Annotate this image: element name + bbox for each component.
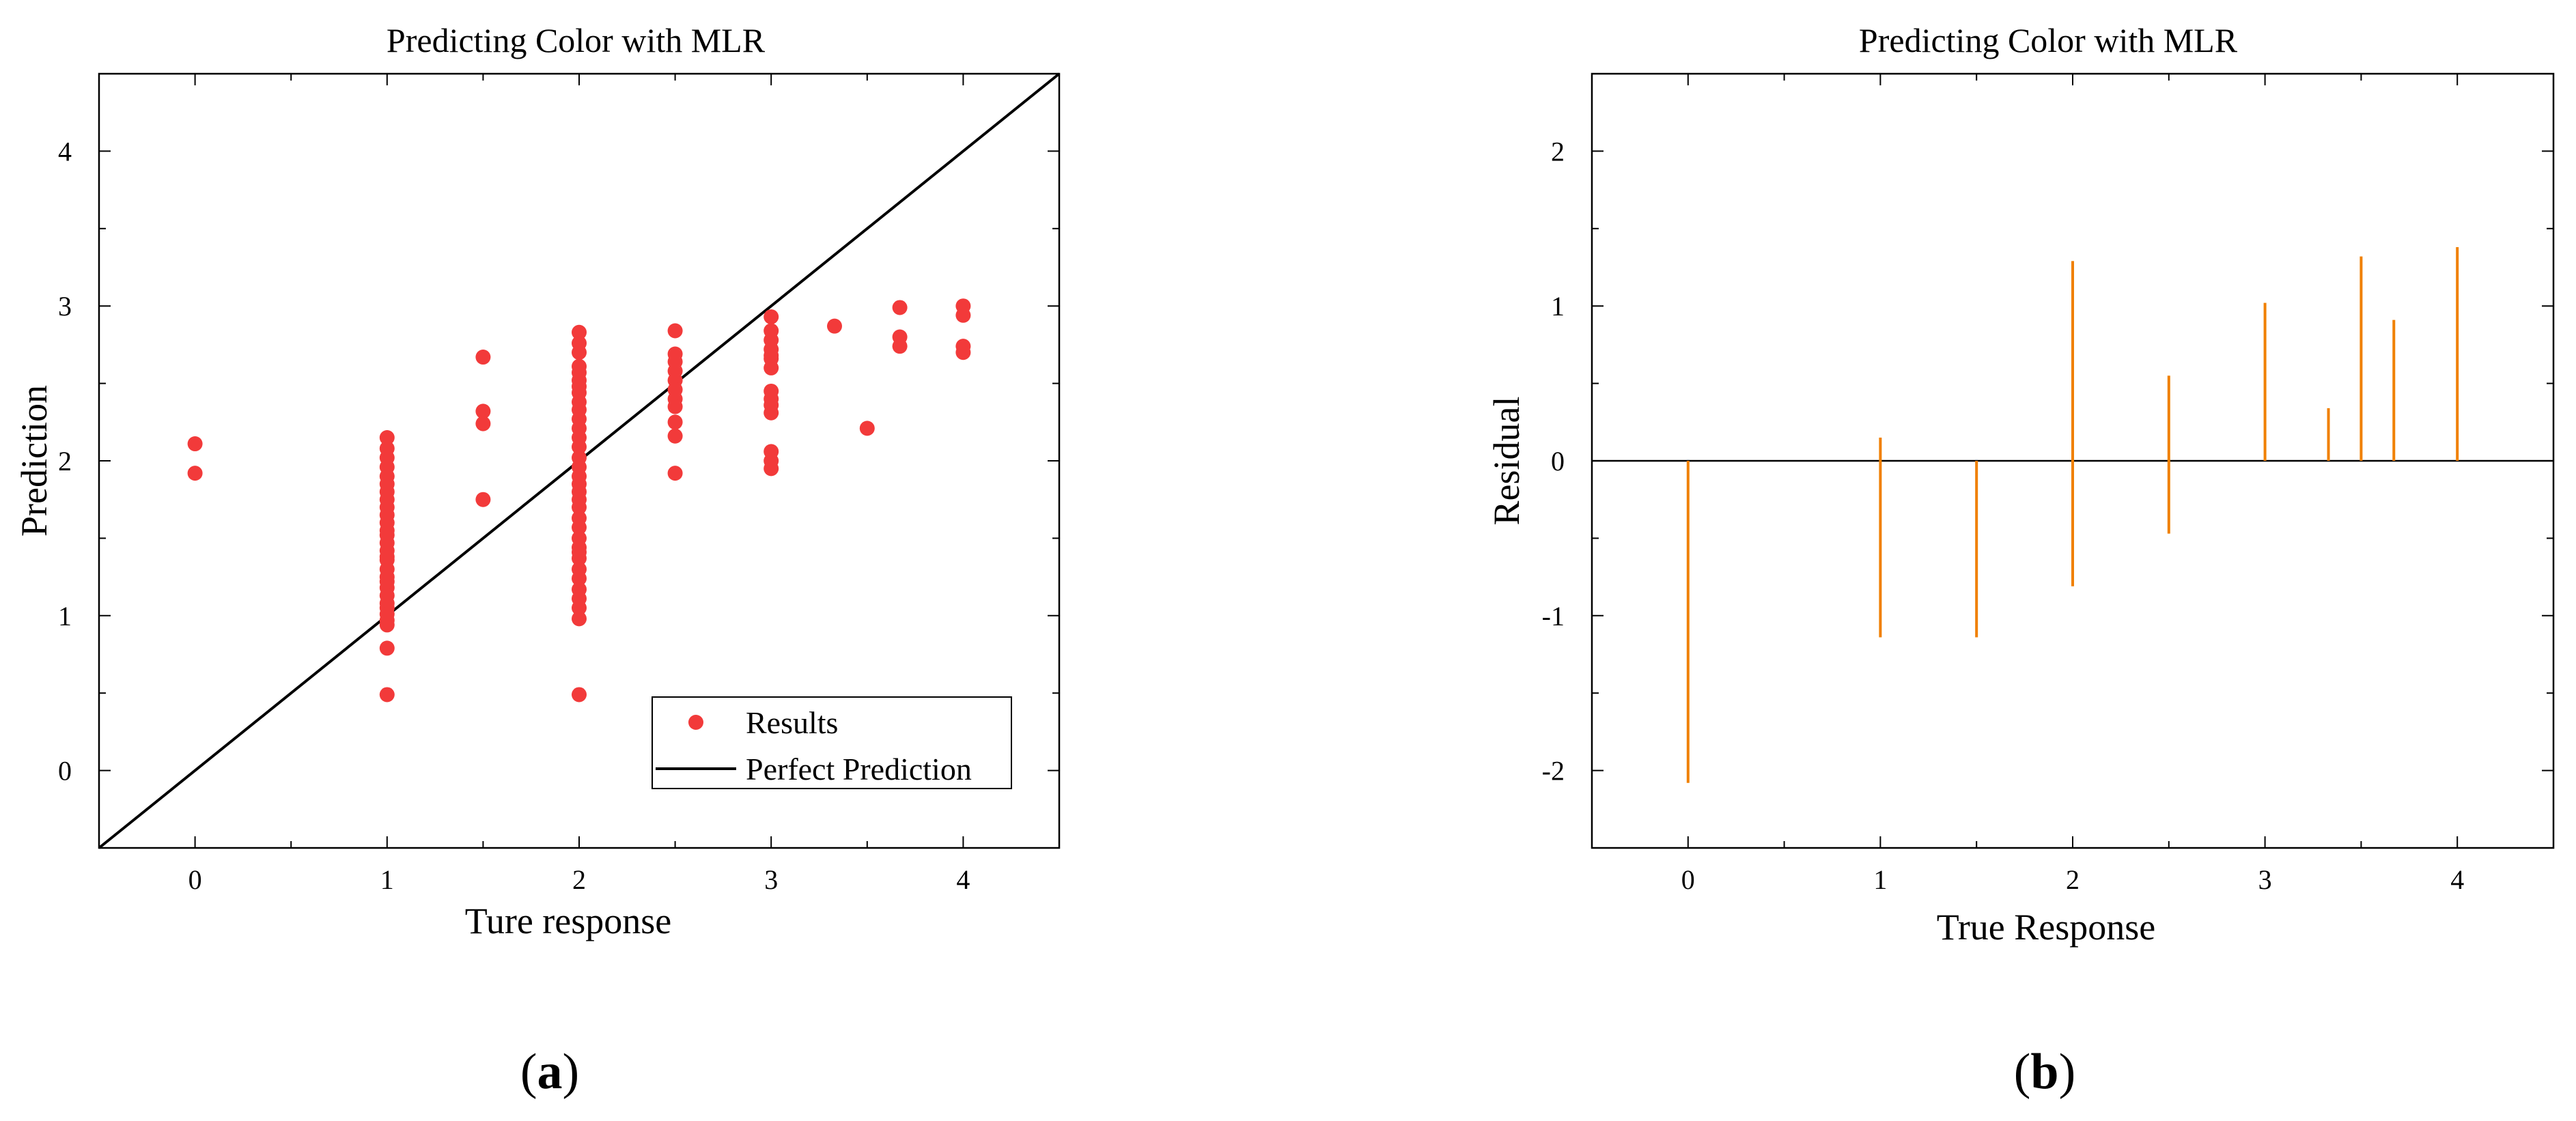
y-tick-label: 0 [58, 756, 72, 786]
result-point [187, 466, 203, 481]
panel-b-y-axis-label: Residual [1486, 397, 1527, 526]
panel-b-plot-area: 0 1 2 3 4 -2 -1 0 1 2 [1542, 72, 2555, 895]
y-tick-label: 3 [58, 291, 72, 322]
result-point [379, 523, 395, 539]
result-point [572, 365, 587, 380]
panel-a-plot-area: 0 1 2 3 4 0 1 2 3 4 [58, 72, 1061, 895]
result-point [379, 687, 395, 703]
legend-marker-results [688, 715, 703, 730]
result-point [475, 416, 491, 431]
result-point [667, 466, 683, 481]
panel-a-title: Predicting Color with MLR [387, 21, 766, 59]
legend-label-results: Results [746, 705, 838, 740]
result-point [667, 428, 683, 444]
result-point [572, 439, 587, 455]
x-tick-label: 0 [1681, 864, 1695, 895]
result-point [572, 611, 587, 627]
result-point [892, 339, 908, 354]
panel-a: Predicting Color with MLR Ture response … [14, 21, 1061, 1100]
panel-b: Predicting Color with MLR True Response … [1486, 21, 2555, 1100]
y-tick-label: 0 [1551, 446, 1565, 477]
result-point [572, 520, 587, 535]
panel-a-label: (a) [520, 1044, 579, 1100]
x-tick-label: 0 [188, 864, 202, 895]
y-tick-label: -1 [1542, 601, 1565, 632]
result-point [826, 318, 842, 334]
result-point [667, 323, 683, 339]
x-tick-label: 2 [572, 864, 586, 895]
panel-b-title: Predicting Color with MLR [1859, 21, 2238, 59]
x-tick-label: 4 [2450, 864, 2464, 895]
panel-a-y-axis-label: Prediction [14, 385, 55, 537]
x-tick-label: 4 [956, 864, 970, 895]
y-tick-label: 4 [58, 136, 72, 167]
y-tick-label: 1 [58, 601, 72, 632]
panel-b-x-axis-label: True Response [1937, 907, 2156, 948]
result-point [572, 345, 587, 360]
panel-a-legend: Results Perfect Prediction [652, 696, 1012, 789]
result-point [379, 640, 395, 656]
x-tick-label: 3 [2258, 864, 2272, 895]
result-point [475, 350, 491, 365]
result-point [572, 571, 587, 586]
result-point [379, 573, 395, 589]
x-tick-label: 1 [380, 864, 394, 895]
result-point [475, 492, 491, 507]
result-point [764, 347, 779, 363]
result-point [955, 307, 971, 323]
result-point [764, 461, 779, 477]
result-point [764, 360, 779, 375]
x-tick-label: 2 [2066, 864, 2080, 895]
y-tick-label: 1 [1551, 291, 1565, 322]
panel-a-x-axis-label: Ture response [465, 900, 671, 941]
panel-b-label: (b) [2014, 1044, 2075, 1100]
result-point [572, 600, 587, 616]
legend-label-perfect-prediction: Perfect Prediction [746, 752, 972, 786]
result-point [892, 300, 908, 315]
result-point [764, 309, 779, 325]
result-point [379, 429, 395, 445]
result-point [572, 544, 587, 560]
x-tick-label: 3 [764, 864, 778, 895]
result-point [572, 492, 587, 507]
legend-box [652, 696, 1012, 789]
result-point [572, 687, 587, 703]
result-point [667, 399, 683, 414]
result-point [572, 379, 587, 395]
y-tick-label: 2 [58, 446, 72, 477]
result-point [667, 414, 683, 430]
result-point [379, 617, 395, 633]
result-point [955, 345, 971, 360]
y-tick-label: -2 [1542, 756, 1565, 786]
result-point [764, 405, 779, 421]
result-point [379, 549, 395, 565]
result-point [859, 421, 875, 436]
result-point [187, 436, 203, 452]
x-tick-label: 1 [1873, 864, 1887, 895]
result-point [475, 403, 491, 419]
result-point [572, 324, 587, 340]
y-tick-label: 2 [1551, 136, 1565, 167]
